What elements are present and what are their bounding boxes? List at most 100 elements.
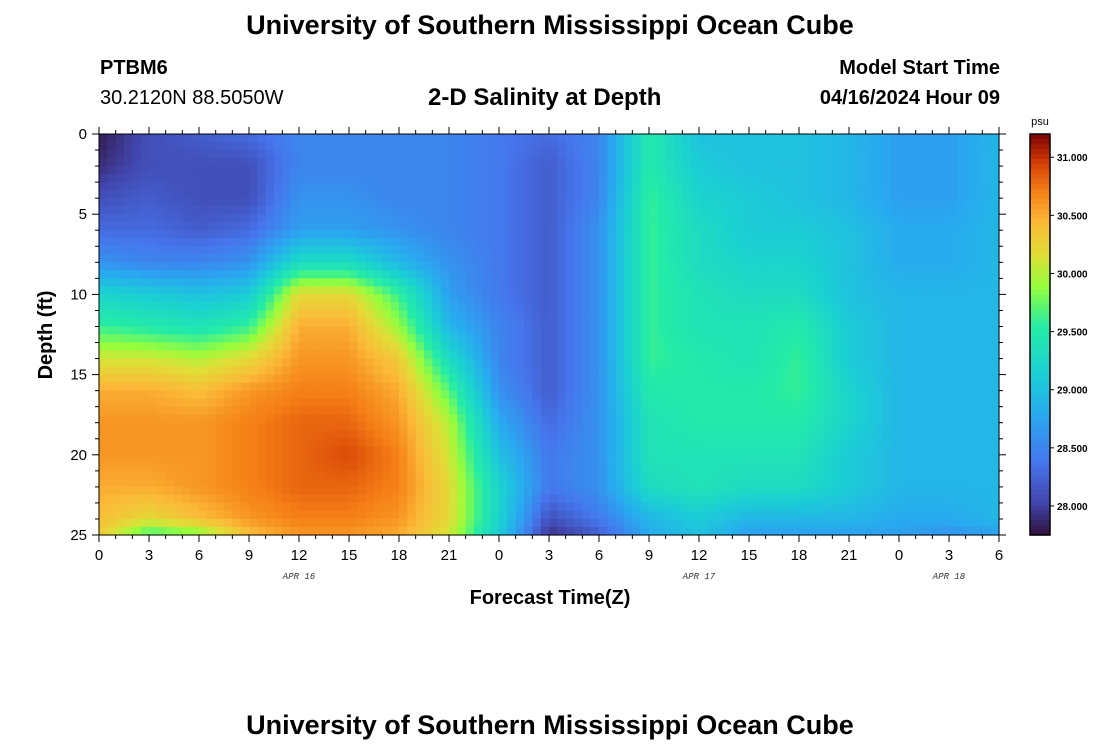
- heat-cell: [590, 486, 600, 496]
- heat-cell: [857, 430, 867, 440]
- heat-cell: [565, 318, 575, 328]
- heat-cell: [282, 422, 292, 432]
- heat-cell: [690, 494, 700, 504]
- heat-cell: [399, 150, 408, 159]
- heat-cell: [824, 318, 833, 328]
- heat-cell: [274, 134, 283, 143]
- heat-cell: [940, 422, 950, 432]
- heat-cell: [132, 182, 142, 191]
- heat-cell: [199, 406, 208, 416]
- heat-cell: [515, 238, 525, 247]
- heat-cell: [849, 406, 858, 416]
- heat-cell: [882, 262, 892, 271]
- heat-cell: [774, 470, 783, 480]
- heat-cell: [299, 430, 308, 440]
- heat-cell: [474, 358, 483, 368]
- heat-cell: [240, 470, 250, 480]
- heat-cell: [932, 366, 942, 376]
- heat-cell: [140, 350, 150, 360]
- heat-cell: [224, 158, 233, 167]
- heat-cell: [640, 350, 650, 360]
- heat-cell: [874, 222, 883, 231]
- heat-cell: [524, 278, 533, 287]
- heat-cell: [432, 246, 442, 255]
- heat-cell: [899, 246, 908, 255]
- heat-cell: [790, 278, 800, 287]
- heat-cell: [899, 174, 908, 183]
- heat-cell: [449, 430, 458, 440]
- heat-cell: [707, 446, 717, 456]
- heat-cell: [274, 478, 283, 488]
- heat-cell: [749, 142, 758, 151]
- heat-cell: [624, 350, 633, 360]
- heat-cell: [890, 446, 900, 456]
- heat-cell: [790, 286, 800, 295]
- heat-cell: [274, 166, 283, 175]
- heat-cell: [349, 254, 358, 263]
- heat-cell: [590, 358, 600, 368]
- heat-cell: [674, 278, 683, 287]
- heat-cell: [149, 446, 158, 456]
- heat-cell: [557, 406, 567, 416]
- heat-cell: [957, 414, 967, 424]
- heat-cell: [165, 166, 175, 175]
- heat-cell: [674, 414, 683, 424]
- heat-cell: [832, 182, 842, 191]
- heat-cell: [732, 374, 742, 384]
- heat-cell: [332, 470, 342, 480]
- heat-cell: [499, 462, 508, 472]
- heat-cell: [665, 286, 675, 295]
- heat-cell: [349, 206, 358, 215]
- heat-cell: [657, 238, 667, 247]
- heat-cell: [965, 230, 975, 239]
- heat-cell: [882, 190, 892, 199]
- heat-cell: [149, 214, 158, 223]
- heat-cell: [774, 238, 783, 247]
- heat-cell: [282, 318, 292, 328]
- heat-cell: [599, 382, 608, 392]
- heat-cell: [399, 174, 408, 183]
- heat-cell: [474, 214, 483, 223]
- heat-cell: [790, 334, 800, 344]
- heat-cell: [815, 254, 825, 263]
- heat-cell: [915, 206, 925, 215]
- heat-cell: [607, 358, 617, 368]
- heat-cell: [815, 470, 825, 480]
- heat-cell: [474, 230, 483, 239]
- heat-cell: [949, 334, 958, 344]
- heat-cell: [982, 254, 992, 263]
- heat-cell: [140, 390, 150, 400]
- heat-cell: [315, 398, 325, 408]
- heat-cell: [349, 198, 358, 207]
- heat-cell: [99, 430, 108, 440]
- heat-cell: [974, 366, 983, 376]
- heat-cell: [232, 174, 242, 183]
- heat-cell: [824, 278, 833, 287]
- heat-cell: [924, 182, 933, 191]
- heat-cell: [924, 366, 933, 376]
- heat-cell: [957, 494, 967, 504]
- heat-cell: [665, 326, 675, 336]
- heat-cell: [490, 406, 500, 416]
- heat-cell: [332, 270, 342, 279]
- heat-cell: [957, 174, 967, 183]
- heat-cell: [507, 438, 517, 448]
- heat-cell: [265, 230, 275, 239]
- heat-cell: [907, 182, 917, 191]
- heat-cell: [699, 326, 708, 336]
- heat-cell: [932, 374, 942, 384]
- heat-cell: [874, 470, 883, 480]
- heat-cell: [374, 142, 383, 151]
- heat-cell: [974, 294, 983, 304]
- heat-cell: [990, 494, 1000, 504]
- heat-cell: [907, 494, 917, 504]
- heat-cell: [924, 254, 933, 263]
- heat-cell: [482, 206, 492, 215]
- heat-cell: [265, 318, 275, 328]
- heat-cell: [899, 374, 908, 384]
- heat-cell: [374, 350, 383, 360]
- heat-cell: [524, 270, 533, 279]
- heat-cell: [465, 390, 475, 400]
- heat-cell: [740, 478, 750, 488]
- heat-cell: [732, 494, 742, 504]
